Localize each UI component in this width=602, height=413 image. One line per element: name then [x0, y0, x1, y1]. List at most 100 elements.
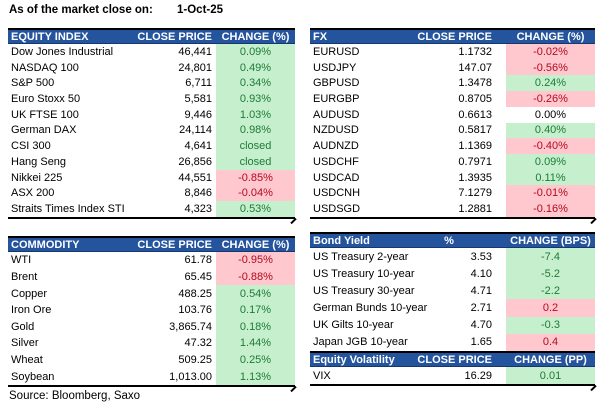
change-value: 0.34%: [216, 75, 295, 92]
close-price-value: 1.3478: [458, 77, 492, 90]
change-value: 0.24%: [506, 75, 595, 92]
change-value: 1.44%: [216, 335, 295, 352]
close-price-value: 1.65: [470, 336, 492, 349]
instrument-label: USDCNH: [313, 187, 361, 200]
instrument-label: GBPUSD: [313, 77, 360, 90]
table-row: Silver 47.32 1.44%: [8, 335, 295, 352]
bond-table-body: US Treasury 2-year 3.53 -7.4 US Treasury 10…: [310, 248, 595, 351]
table-row: UK Gilts 10-year 4.70 -0.3: [310, 316, 595, 334]
equity-volatility-table-title: Equity Volatility: [313, 353, 395, 366]
change-value: -0.16%: [506, 201, 595, 217]
instrument-label: CSI 300: [11, 140, 51, 153]
table-row: UK FTSE 100 9,446 1.03%: [8, 106, 295, 123]
change-value: 1.03%: [216, 106, 295, 123]
change-pp-column-header: CHANGE (PP): [514, 353, 587, 366]
change-value: 0.4: [506, 333, 595, 351]
instrument-label: UK FTSE 100: [11, 108, 79, 121]
table-row: AUDNZD 1.1369 -0.40%: [310, 138, 595, 155]
table-row: EURGBP 0.8705 -0.26%: [310, 91, 595, 107]
instrument-label: Euro Stoxx 50: [11, 93, 81, 106]
close-price-column-header: CLOSE PRICE: [137, 30, 212, 43]
bond-yield-table: Bond Yield % CHANGE (BPS) US Treasury 2-…: [310, 232, 595, 351]
close-price-value: 24,114: [179, 124, 212, 137]
instrument-label: Iron Ore: [11, 304, 52, 317]
table-row: EURUSD 1.1732 -0.02%: [310, 44, 595, 60]
instrument-label: Dow Jones Industrial: [11, 45, 114, 58]
table-row: Hang Seng 26,856 closed: [8, 154, 295, 170]
instrument-label: US Treasury 2-year: [313, 250, 409, 263]
table-row: German Bunds 10-year 2.71 0.2: [310, 299, 595, 317]
close-price-value: 4,641: [184, 140, 212, 153]
table-row: CSI 300 4,641 closed: [8, 138, 295, 155]
change-value: 0.2: [506, 299, 595, 317]
close-price-value: 6,711: [185, 77, 212, 90]
close-price-value: 8,846: [184, 187, 212, 200]
close-price-value: 3.53: [470, 250, 492, 263]
close-price-column-header: CLOSE PRICE: [137, 238, 212, 251]
table-row: GBPUSD 1.3478 0.24%: [310, 75, 595, 92]
instrument-label: Japan JGB 10-year: [313, 336, 408, 349]
change-value: 0.93%: [216, 91, 295, 107]
equity-volatility-table-header: Equity Volatility CLOSE PRICE CHANGE (PP…: [310, 351, 595, 367]
change-value: -0.85%: [216, 169, 295, 186]
close-price-value: 1.1732: [458, 45, 492, 58]
source-note: Source: Bloomberg, Saxo: [9, 390, 141, 402]
change-value: -2.2: [506, 282, 595, 300]
equity-table-header: EQUITY INDEX CLOSE PRICE CHANGE (%): [8, 28, 295, 44]
instrument-label: Gold: [11, 320, 35, 333]
table-row: US Treasury 2-year 3.53 -7.4: [310, 248, 595, 266]
close-price-value: 3,865.74: [169, 320, 212, 333]
table-row: ASX 200 8,846 -0.04%: [8, 185, 295, 202]
close-price-value: 147.07: [458, 61, 492, 74]
instrument-label: S&P 500: [11, 77, 55, 90]
change-value: 0.54%: [216, 285, 295, 302]
table-row: Wheat 509.25 0.25%: [8, 351, 295, 369]
instrument-label: Soybean: [11, 370, 55, 383]
close-price-value: 0.5817: [458, 124, 492, 137]
instrument-label: USDSGD: [313, 203, 361, 216]
instrument-label: Straits Times Index STI: [11, 203, 125, 216]
change-value: -0.01%: [506, 185, 595, 202]
close-price-value: 4.10: [470, 267, 492, 280]
fx-table: FX CLOSE PRICE CHANGE (%) EURUSD 1.1732 -0…: [310, 28, 595, 219]
change-value: -7.4: [506, 248, 595, 266]
change-value: closed: [216, 154, 295, 170]
change-value: 0.49%: [216, 59, 295, 76]
instrument-label: USDCHF: [313, 155, 359, 168]
equity-volatility-table: Equity Volatility CLOSE PRICE CHANGE (PP…: [310, 351, 595, 386]
change-value: closed: [216, 138, 295, 155]
close-price-value: 46,441: [178, 45, 212, 58]
change-column-header: CHANGE (%): [221, 238, 290, 251]
close-price-value: 103.76: [178, 304, 212, 317]
change-value: -0.04%: [216, 185, 295, 202]
close-price-value: 4,323: [184, 203, 212, 216]
as-of-date: 1-Oct-25: [177, 4, 224, 16]
commodity-table-title: COMMODITY: [11, 238, 80, 251]
close-price-value: 47.32: [184, 337, 212, 350]
instrument-label: ASX 200: [11, 187, 55, 200]
instrument-label: Wheat: [11, 354, 43, 367]
table-row: S&P 500 6,711 0.34%: [8, 75, 295, 92]
change-value: -0.56%: [506, 59, 595, 76]
instrument-label: Brent: [11, 270, 38, 283]
change-value: 0.09%: [506, 154, 595, 170]
equity-volatility-table-body: VIX 16.29 0.01: [310, 367, 595, 386]
table-row: Euro Stoxx 50 5,581 0.93%: [8, 91, 295, 107]
change-value: -0.02%: [506, 44, 595, 60]
table-row: Gold 3,865.74 0.18%: [8, 318, 295, 336]
table-row: Iron Ore 103.76 0.17%: [8, 301, 295, 319]
as-of-label: As of the market close on:: [9, 4, 153, 16]
fx-table-header: FX CLOSE PRICE CHANGE (%): [310, 28, 595, 44]
close-price-value: 1.2881: [458, 203, 492, 216]
close-price-value: 0.7971: [458, 155, 492, 168]
bond-table-title: Bond Yield: [313, 234, 370, 247]
commodity-table-header: COMMODITY CLOSE PRICE CHANGE (%): [8, 236, 295, 252]
change-value: -0.26%: [506, 91, 595, 107]
change-value: 0.17%: [216, 301, 295, 319]
percent-column-header: %: [444, 234, 454, 247]
change-column-header: CHANGE (%): [516, 30, 585, 43]
table-row: Soybean 1,013.00 1.13%: [8, 368, 295, 385]
instrument-label: EURGBP: [313, 93, 360, 106]
instrument-label: Nikkei 225: [11, 171, 63, 184]
table-row: US Treasury 30-year 4.71 -2.2: [310, 282, 595, 300]
